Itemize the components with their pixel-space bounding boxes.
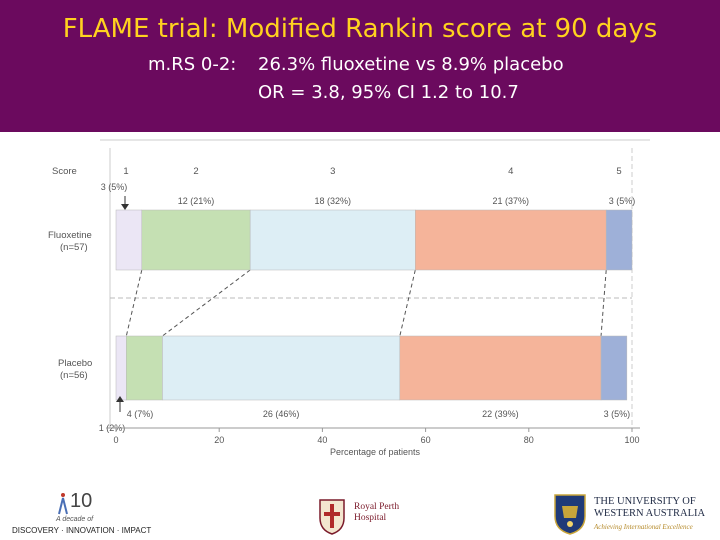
bar-placebo-score-3 [162,335,401,401]
x-tick-label-80: 80 [524,435,534,445]
data-label-fluoxetine-score-4: 21 (37%) [492,196,529,206]
bar-placebo-score-1 [115,335,127,401]
x-tick-label-0: 0 [113,435,118,445]
x-axis-ticks: 0 20 40 60 80 100 [113,428,640,445]
decade-sub: A decade of [56,516,94,523]
connector-line-3 [399,269,416,337]
data-label-placebo-score-3: 26 (46%) [263,409,300,419]
placebo-label: Placebo [58,358,92,369]
bar-placebo-score-4 [399,335,602,401]
placebo-arrow [116,396,124,412]
title-banner: FLAME trial: Modified Rankin score at 90… [0,0,720,132]
data-label-fluoxetine-score-3: 18 (32%) [314,196,351,206]
university-name-line2: WESTERN AUSTRALIA [594,508,706,519]
category-header-2: 2 [193,166,198,177]
x-tick-label-60: 60 [421,435,431,445]
decade-logo: 10 A decade of DISCOVERY · INNOVATION · … [12,490,151,540]
uwa-crest-icon [554,494,586,535]
bars-group [115,209,633,401]
slide-title: FLAME trial: Modified Rankin score at 90… [62,14,658,44]
bar-fluoxetine-score-1 [115,209,143,271]
x-tick-label-100: 100 [624,435,639,445]
category-header-1: 1 [123,166,128,177]
mrs-stacked-bar-chart: Score 1 2 3 4 5 3 (5%) 12 (21%) 18 (32%) 21 (37… [48,139,650,457]
bar-fluoxetine-score-4 [415,209,607,271]
connector-line-4 [600,269,607,337]
fluoxetine-label: Fluoxetine [48,230,92,241]
decade-tagline: DISCOVERY · INNOVATION · IMPACT [12,526,152,535]
result-text: 26.3% fluoxetine vs 8.9% placebo [258,54,564,75]
data-label-fluoxetine-score-1: 3 (5%) [101,182,128,192]
data-label-fluoxetine-score-2: 12 (21%) [178,196,215,206]
hospital-crest-icon [319,499,345,535]
footer-logos: 10 A decade of DISCOVERY · INNOVATION · … [0,480,720,540]
data-label-placebo-score-5: 3 (5%) [604,409,631,419]
bar-placebo-score-5 [600,335,628,401]
x-tick-label-40: 40 [317,435,327,445]
bar-fluoxetine-score-3 [249,209,416,271]
fluoxetine-n-label: (n=57) [60,242,88,253]
data-label-placebo-score-2: 4 (7%) [127,409,154,419]
royal-perth-logo: Royal Perth Hospital [316,490,426,540]
segment-connectors [125,269,607,337]
x-tick-label-20: 20 [214,435,224,445]
category-header-5: 5 [616,166,621,177]
data-label-fluoxetine-score-5: 3 (5%) [609,196,636,206]
university-name: THE UNIVERSITY OF WESTERN AUSTRALIA [594,496,705,520]
connector-line-2 [162,269,251,337]
bar-fluoxetine-score-5 [605,209,633,271]
result-label: m.RS 0-2: [148,54,237,75]
university-motto: Achieving International Excellence [594,523,693,531]
uwa-logo: THE UNIVERSITY OF WESTERN AUSTRALIA Achi… [552,492,720,540]
category-header-3: 3 [330,166,335,177]
odds-ratio-text: OR = 3.8, 95% CI 1.2 to 10.7 [258,82,519,103]
fluoxetine-arrow [121,196,129,210]
hospital-name: Royal Perth Hospital [354,502,400,523]
bar-fluoxetine-score-2 [141,209,251,271]
decade-number: 10 [70,490,93,512]
category-header-4: 4 [508,166,513,177]
university-name-line1: THE UNIVERSITY OF [594,496,696,507]
score-label: Score [52,166,77,177]
category-headers: 1 2 3 4 5 [123,166,621,177]
decade-mark-icon [58,493,68,515]
placebo-n-label: (n=56) [60,370,88,381]
data-label-placebo-score-4: 22 (39%) [482,409,519,419]
x-axis-label: Percentage of patients [330,447,421,457]
connector-line-1 [125,269,143,337]
bar-placebo-score-2 [126,335,163,401]
